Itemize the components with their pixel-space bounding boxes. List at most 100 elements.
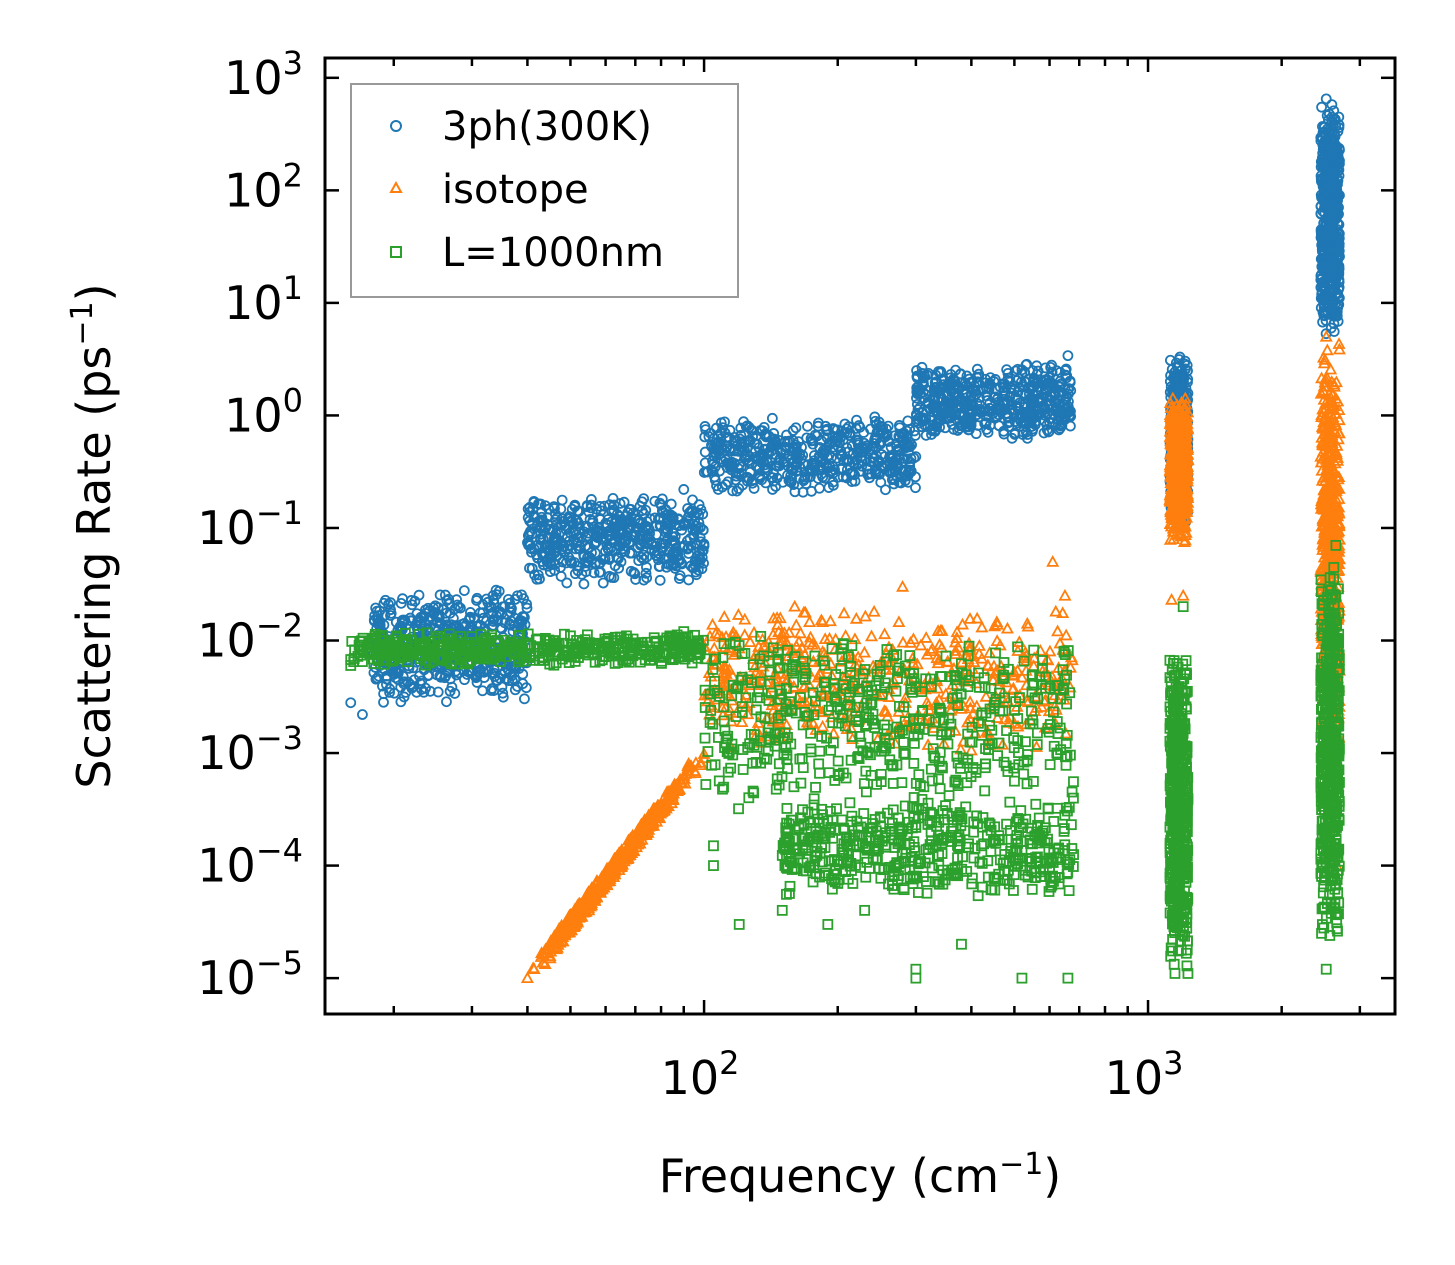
series-0-point <box>487 607 499 619</box>
series-0-point <box>613 562 625 574</box>
series-0-point <box>590 557 602 569</box>
series-0-point <box>938 379 950 391</box>
series-0-point <box>543 524 555 536</box>
series-1-point <box>857 645 871 658</box>
series-0-point <box>638 574 650 586</box>
plot-marks <box>345 93 1347 984</box>
series-0-point <box>532 516 544 528</box>
series-0-point <box>748 483 760 494</box>
series-0-point <box>625 565 637 577</box>
series-0-point <box>519 611 530 623</box>
series-0-point <box>1002 395 1014 407</box>
series-1-point <box>896 635 910 648</box>
series-0-point <box>395 696 407 708</box>
series-0-point <box>1003 417 1014 429</box>
series-0-point <box>1026 426 1038 437</box>
series-0-point <box>891 440 902 452</box>
series-0-point <box>539 500 551 512</box>
series-1-point <box>1000 621 1014 634</box>
series-0-point <box>397 670 409 682</box>
series-0-point <box>653 554 664 566</box>
series-0-point <box>441 696 452 708</box>
series-1-point <box>1043 644 1057 657</box>
series-0-point <box>791 465 803 476</box>
series-0-point <box>858 427 870 438</box>
series-0-point <box>490 584 502 596</box>
series-0-point <box>853 420 865 431</box>
series-0-point <box>869 411 881 423</box>
series-1-point <box>919 631 933 643</box>
series-0-point <box>443 593 455 605</box>
series-0-point <box>1168 391 1180 402</box>
series-1-point <box>666 791 680 804</box>
series-0-point <box>698 540 710 552</box>
series-0-point <box>615 556 627 568</box>
series-0-point <box>653 561 665 572</box>
series-0-point <box>384 604 396 616</box>
series-0-point <box>465 625 476 637</box>
series-0-point <box>377 680 388 692</box>
series-0-point <box>1016 364 1028 376</box>
series-0-point <box>674 570 686 582</box>
series-0-point <box>668 559 680 571</box>
series-0-point <box>683 542 694 554</box>
series-0-point <box>477 599 489 610</box>
series-0-point <box>690 569 702 581</box>
series-0-point <box>898 427 910 439</box>
series-0-point <box>911 370 923 382</box>
series-0-point <box>884 465 895 476</box>
series-0-point <box>428 607 440 619</box>
series-1-point <box>981 658 995 671</box>
series-0-point <box>965 377 977 389</box>
series-0-point <box>902 415 914 427</box>
series-0-point <box>550 558 561 570</box>
series-0-point <box>1323 199 1335 211</box>
series-0-point <box>927 419 939 431</box>
series-0-point <box>522 538 534 549</box>
series-0-point <box>928 382 940 394</box>
series-0-point <box>790 441 802 453</box>
series-0-point <box>846 440 858 452</box>
series-0-point <box>768 428 780 439</box>
series-0-point <box>482 596 494 608</box>
series-0-point <box>1002 372 1014 384</box>
series-0-point <box>1008 384 1020 396</box>
series-0-point <box>555 570 567 582</box>
series-0-point <box>398 676 410 688</box>
series-0-point <box>488 664 500 676</box>
series-0-point <box>1039 415 1051 427</box>
series-0-point <box>821 423 833 435</box>
series-0-point <box>844 427 856 439</box>
series-0-point <box>719 416 730 428</box>
series-1-point <box>546 940 560 952</box>
series-0-point <box>345 697 357 709</box>
series-1-point <box>538 957 552 969</box>
series-0-point <box>518 593 529 605</box>
series-0-point <box>512 590 523 602</box>
series-0-point <box>917 407 929 418</box>
series-0-point <box>595 566 606 578</box>
series-0-point <box>603 570 615 582</box>
series-0-point <box>656 493 668 505</box>
series-0-point <box>385 597 396 609</box>
series-0-point <box>1009 429 1021 440</box>
series-0-point <box>654 520 666 532</box>
series-0-point <box>485 685 497 696</box>
series-0-point <box>700 466 712 478</box>
series-0-point <box>685 560 697 572</box>
series-0-point <box>1320 197 1332 209</box>
series-0-point <box>722 476 734 488</box>
series-0-point <box>641 561 652 573</box>
series-0-point <box>556 494 568 506</box>
series-0-point <box>1330 140 1342 151</box>
series-0-point <box>526 562 538 574</box>
series-0-point <box>909 430 921 441</box>
series-0-point <box>1331 306 1343 317</box>
series-0-point <box>776 444 788 456</box>
series-0-point <box>526 518 538 529</box>
series-0-point <box>669 531 681 542</box>
series-0-point <box>1326 308 1338 320</box>
series-0-point <box>949 379 961 390</box>
series-0-point <box>1011 401 1023 413</box>
series-0-point <box>1332 150 1344 162</box>
